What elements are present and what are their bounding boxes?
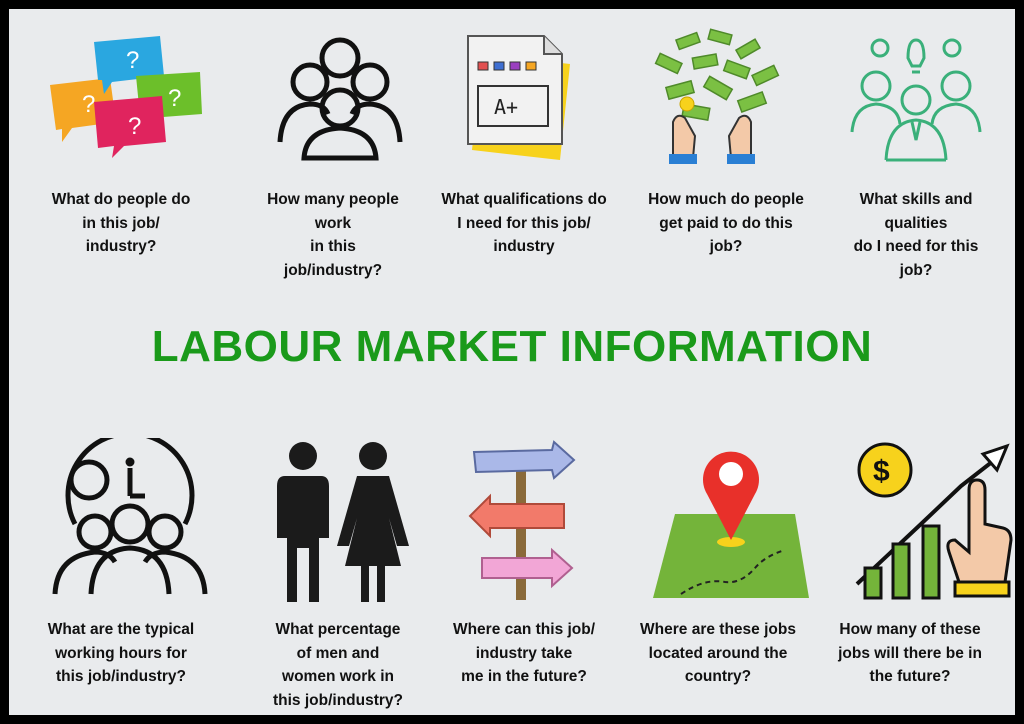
caption-pay: How much do people get paid to do this j… bbox=[648, 191, 804, 255]
signpost-icon bbox=[468, 440, 576, 600]
caption-working-hours: What are the typical working hours for t… bbox=[47, 621, 195, 685]
people-group-icon bbox=[277, 37, 403, 161]
man-woman-cell bbox=[238, 438, 438, 604]
caption-future-path: Where can this job/ industry take me in … bbox=[452, 621, 596, 685]
team-ideas-cell bbox=[816, 34, 1016, 164]
svg-text:?: ? bbox=[168, 85, 181, 112]
document-grade-cell: A+ bbox=[424, 34, 624, 164]
people-group-cell bbox=[240, 32, 440, 162]
caption-qualifications: What qualifications do I need for this j… bbox=[441, 191, 607, 255]
page-title: LABOUR MARKET INFORMATION bbox=[151, 322, 873, 371]
map-pin-icon bbox=[653, 451, 809, 598]
speech-bubbles-icon: ? ? ? ? bbox=[50, 36, 202, 158]
man-woman-icon bbox=[277, 442, 409, 602]
caption-people-count: How many people work in this job/industr… bbox=[267, 191, 399, 279]
document-grade-icon: A+ bbox=[467, 35, 570, 160]
svg-text:A+: A+ bbox=[494, 95, 518, 119]
svg-text:?: ? bbox=[128, 113, 141, 140]
money-hands-icon bbox=[654, 28, 780, 164]
caption-locations: Where are these jobs located around the … bbox=[640, 621, 796, 685]
caption-skills: What skills and qualities do I need for … bbox=[853, 191, 979, 279]
signpost-cell bbox=[424, 440, 624, 605]
growth-chart-cell: $ bbox=[836, 440, 1024, 604]
svg-text:?: ? bbox=[126, 47, 139, 74]
caption-job-tasks: What do people do in this job/ industry? bbox=[51, 191, 191, 255]
speech-bubbles-cell: ? ? ? ? bbox=[22, 30, 222, 160]
clock-people-icon bbox=[52, 438, 208, 595]
caption-gender-split: What percentage of men and women work in… bbox=[272, 621, 404, 709]
growth-chart-icon: $ bbox=[855, 442, 1013, 600]
caption-future-jobs: How many of these jobs will there be in … bbox=[838, 621, 982, 685]
team-ideas-icon bbox=[850, 38, 982, 162]
money-hands-cell bbox=[612, 26, 812, 166]
map-pin-cell bbox=[630, 438, 830, 600]
clock-people-cell bbox=[30, 438, 230, 598]
svg-text:$: $ bbox=[873, 455, 890, 488]
svg-text:?: ? bbox=[82, 91, 95, 118]
